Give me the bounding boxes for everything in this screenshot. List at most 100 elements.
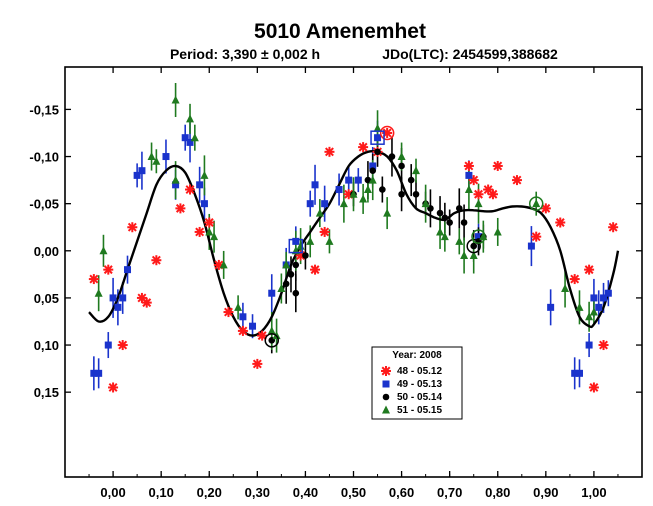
data-point bbox=[555, 217, 566, 228]
data-point bbox=[147, 152, 156, 161]
x-tick-label: 0,20 bbox=[197, 485, 222, 500]
data-point bbox=[590, 294, 598, 302]
legend: Year: 2008 48 - 05.12 49 - 05.13 50 - 05… bbox=[371, 346, 463, 420]
highlighted-point bbox=[466, 238, 481, 254]
data-point bbox=[119, 294, 127, 302]
data-point bbox=[324, 146, 335, 157]
legend-item-50: 50 - 05.14 bbox=[382, 392, 442, 403]
data-point bbox=[588, 382, 599, 393]
legend-marker bbox=[382, 380, 390, 388]
data-point bbox=[388, 153, 396, 160]
data-point bbox=[200, 200, 208, 208]
data-point bbox=[109, 294, 117, 302]
x-tick-label: 0,90 bbox=[533, 485, 558, 500]
x-tick-label: 0,30 bbox=[245, 485, 270, 500]
jdo-label: JDo(LTC): 2454599,388682 bbox=[382, 46, 558, 62]
legend-marker bbox=[381, 366, 391, 376]
data-point bbox=[141, 297, 152, 308]
data-point bbox=[364, 176, 372, 184]
y-tick-label: 0,05 bbox=[34, 291, 59, 306]
plot-frame bbox=[64, 66, 643, 478]
data-point bbox=[368, 175, 377, 184]
data-point bbox=[237, 325, 248, 336]
data-point bbox=[493, 227, 502, 236]
data-point bbox=[306, 200, 314, 208]
data-point bbox=[474, 199, 483, 208]
data-point bbox=[223, 307, 234, 318]
data-point bbox=[133, 171, 141, 179]
data-points bbox=[88, 95, 619, 393]
data-point bbox=[511, 175, 522, 186]
x-tick-label: 0,40 bbox=[293, 485, 318, 500]
data-point bbox=[465, 171, 473, 179]
data-point bbox=[473, 189, 484, 200]
data-point bbox=[267, 326, 276, 335]
legend-title: Year: 2008 bbox=[392, 350, 442, 361]
data-point bbox=[234, 302, 243, 311]
legend-marker-48 bbox=[381, 366, 391, 376]
legend-label-48: 48 - 05.12 bbox=[397, 366, 442, 377]
data-point bbox=[114, 303, 122, 311]
data-point bbox=[397, 152, 406, 161]
data-point bbox=[90, 369, 98, 377]
data-point bbox=[88, 274, 99, 285]
y-tick-label: 0,15 bbox=[34, 385, 59, 400]
data-point bbox=[531, 231, 542, 242]
data-point bbox=[186, 138, 194, 146]
data-point bbox=[181, 134, 189, 142]
x-tick-label: 0,80 bbox=[485, 485, 510, 500]
data-point bbox=[440, 232, 449, 241]
data-point bbox=[540, 203, 551, 214]
data-point bbox=[310, 264, 321, 275]
data-point bbox=[398, 162, 405, 170]
data-point bbox=[455, 205, 463, 212]
data-point bbox=[172, 181, 180, 189]
data-point bbox=[441, 214, 449, 222]
data-point bbox=[162, 153, 170, 161]
data-point bbox=[492, 160, 503, 171]
data-point bbox=[460, 219, 468, 226]
data-point bbox=[252, 358, 263, 369]
x-tick-label: 0,70 bbox=[437, 485, 462, 500]
data-point bbox=[358, 142, 369, 153]
data-point bbox=[108, 382, 119, 393]
data-point bbox=[287, 271, 295, 278]
data-point bbox=[547, 303, 555, 311]
y-tick-label: 0,10 bbox=[34, 338, 59, 353]
fit-curve bbox=[88, 150, 620, 337]
legend-item-48: 48 - 05.12 bbox=[381, 366, 442, 377]
data-point bbox=[186, 114, 195, 123]
highlighted-point bbox=[528, 196, 544, 211]
data-point bbox=[99, 246, 108, 255]
data-point bbox=[398, 190, 405, 198]
chart-title: 5010 Amenemhet bbox=[254, 20, 426, 43]
data-point bbox=[302, 252, 309, 259]
data-point bbox=[359, 194, 368, 203]
data-point bbox=[117, 340, 128, 351]
data-point bbox=[412, 190, 420, 198]
data-point bbox=[527, 242, 535, 250]
data-point bbox=[95, 369, 103, 377]
data-point bbox=[194, 226, 205, 237]
data-point bbox=[412, 166, 421, 175]
data-point bbox=[339, 199, 348, 208]
data-point bbox=[379, 186, 386, 193]
x-tick-label: 0,50 bbox=[341, 485, 366, 500]
data-point bbox=[94, 288, 103, 297]
data-point bbox=[463, 160, 474, 171]
data-point bbox=[185, 184, 196, 195]
data-point bbox=[152, 156, 161, 165]
data-point bbox=[321, 200, 329, 208]
x-tick-label: 0,00 bbox=[100, 485, 125, 500]
data-point bbox=[561, 283, 570, 292]
data-point bbox=[175, 203, 186, 214]
data-point bbox=[446, 219, 453, 226]
period-label: Period: 3,390 ± 0,002 h bbox=[170, 46, 320, 62]
data-point bbox=[585, 341, 593, 349]
data-point bbox=[205, 227, 214, 236]
data-point bbox=[475, 233, 483, 241]
legend-label-51: 51 - 05.15 bbox=[397, 405, 442, 416]
data-point bbox=[595, 303, 603, 311]
data-point bbox=[257, 330, 268, 341]
data-point bbox=[345, 176, 353, 184]
